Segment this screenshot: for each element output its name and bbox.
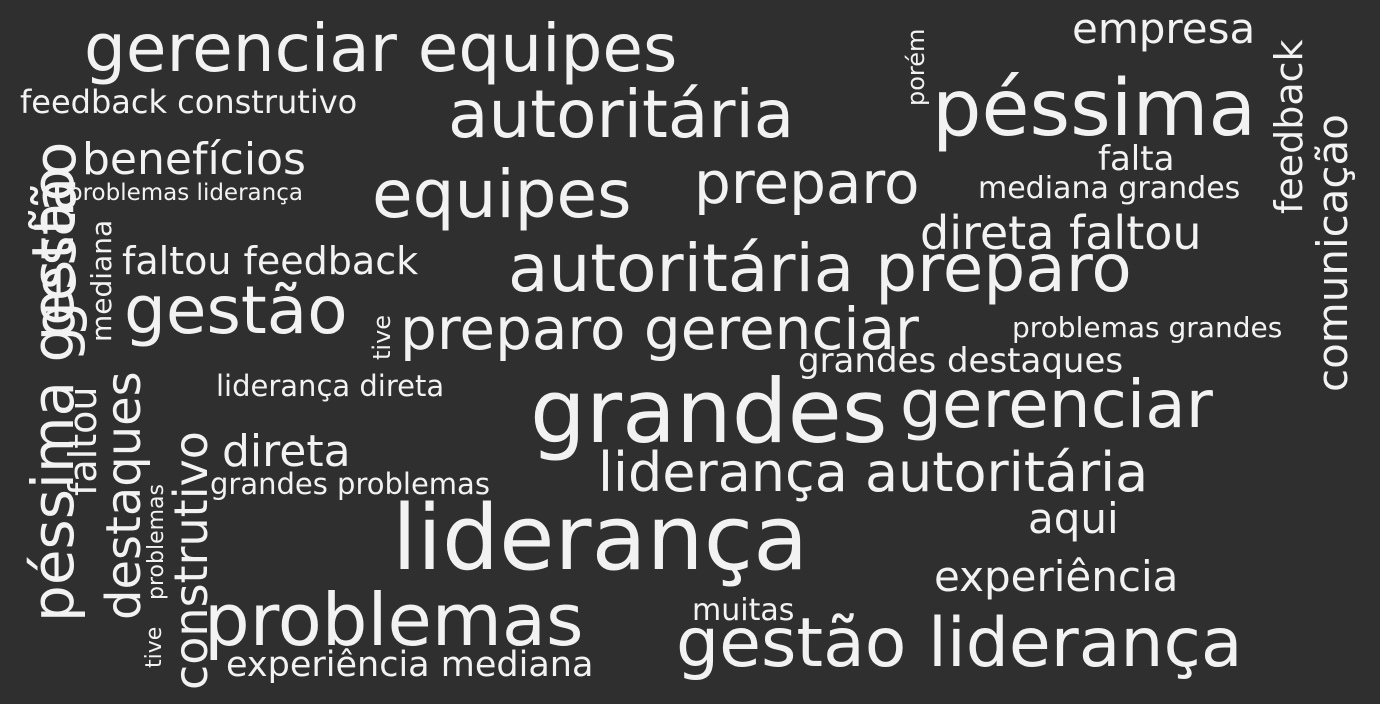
word: falta bbox=[1098, 139, 1175, 179]
word: destaques bbox=[96, 371, 152, 620]
word: aqui bbox=[1028, 494, 1119, 543]
word: equipes bbox=[372, 156, 632, 233]
word: mediana grandes bbox=[978, 171, 1241, 206]
word: grandes destaques bbox=[798, 341, 1124, 381]
word: mediana bbox=[85, 219, 118, 342]
word: direta faltou bbox=[920, 206, 1202, 260]
word: feedback bbox=[1267, 39, 1311, 214]
word: liderança bbox=[392, 486, 809, 591]
word: comunicação bbox=[1308, 114, 1357, 392]
word: feedback construtivo bbox=[20, 83, 358, 121]
word: construtivo bbox=[164, 431, 218, 690]
word: gerenciar equipes bbox=[84, 10, 678, 87]
word: benefícios bbox=[82, 134, 306, 185]
word: autoritária preparo bbox=[508, 230, 1132, 307]
word: problemas grandes bbox=[1012, 311, 1283, 344]
word: tive bbox=[368, 314, 396, 360]
word: experiência mediana bbox=[226, 645, 594, 685]
word: porém bbox=[902, 28, 930, 106]
word: faltou feedback bbox=[122, 239, 419, 283]
word: experiência bbox=[934, 552, 1179, 601]
word: grandes bbox=[530, 360, 888, 463]
word: problemas bbox=[144, 484, 169, 600]
word: problemas liderança bbox=[68, 180, 303, 206]
word: empresa bbox=[1072, 4, 1256, 53]
word: péssima bbox=[932, 64, 1257, 154]
word: gestão bbox=[124, 272, 348, 349]
word: tive bbox=[142, 626, 167, 668]
word: liderança direta bbox=[216, 369, 445, 403]
word: gestão liderança bbox=[676, 604, 1243, 683]
word: problemas bbox=[204, 578, 584, 662]
word: autoritária bbox=[448, 76, 795, 153]
word: preparo gerenciar bbox=[400, 295, 919, 363]
word: direta bbox=[222, 426, 351, 477]
word: muitas bbox=[692, 593, 795, 628]
word: liderança autoritária bbox=[598, 441, 1149, 504]
word: grandes problemas bbox=[210, 467, 490, 501]
word: preparo bbox=[694, 149, 920, 217]
word: gerenciar bbox=[900, 366, 1213, 443]
